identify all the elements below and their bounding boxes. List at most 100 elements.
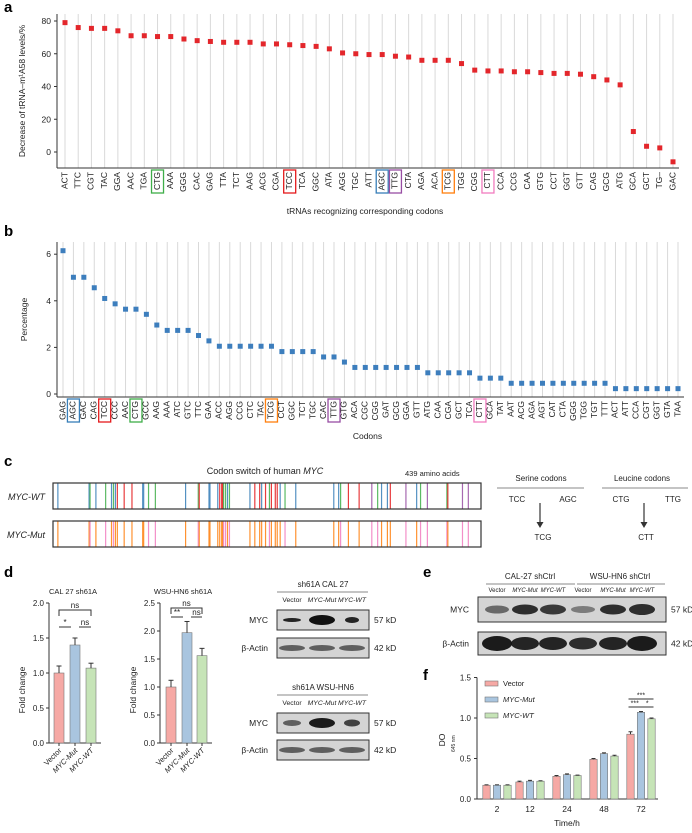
- x-tick-label: TGT: [589, 401, 599, 418]
- protein-band: [540, 604, 566, 615]
- y-tick-label: 1.0: [144, 683, 156, 692]
- protein-band: [600, 604, 626, 615]
- bar-MYC-WT-72: [647, 718, 656, 800]
- x-tick-label: TTC: [193, 401, 203, 418]
- highlight-box-AGC: [375, 169, 389, 194]
- x-tick-label: CGT: [86, 172, 96, 190]
- x-axis-label: Time/h: [554, 818, 580, 828]
- data-point-GCT: [456, 370, 462, 376]
- codon-AGC: AGC: [559, 495, 577, 504]
- data-point-ACT: [612, 386, 618, 392]
- y-tick-label: 1.5: [144, 655, 156, 664]
- data-point-TAC: [102, 25, 108, 31]
- protein-band: [539, 637, 567, 650]
- x-tick-label: GAG: [57, 401, 67, 420]
- legend-swatch: [484, 680, 499, 687]
- x-tick-label: GGT: [562, 172, 572, 190]
- x-tick-label: CAA: [522, 172, 532, 190]
- x-tick-label: GAC: [667, 172, 677, 190]
- x-tick-label: TGA: [139, 172, 149, 190]
- panel-label: b: [4, 223, 13, 240]
- highlight-box-AGC: [66, 398, 81, 423]
- bar-Vector-12: [515, 781, 524, 800]
- x-tick-label: GCG: [391, 401, 401, 420]
- x-tick-label: CAG: [89, 401, 99, 419]
- x-tick-label: TG–: [654, 172, 664, 189]
- x-tick-label: ATT: [363, 172, 373, 187]
- data-point-TCG: [268, 343, 274, 349]
- blot-row-label: MYC: [249, 718, 268, 728]
- highlight-box-TCC: [283, 169, 297, 194]
- x-tick-label: TAC: [99, 172, 109, 188]
- x-tick-label: TAA: [672, 401, 682, 417]
- x-tick-label: AAC: [125, 172, 135, 189]
- x-tick-label: GGG: [568, 401, 578, 421]
- panel-a-trna-m1a58-decrease: a 0 20 40 60 80 ACT TTC CGT TAC GGA AAC TGA CTG AAA GGG…: [4, 0, 679, 216]
- data-point-ACA: [352, 364, 358, 370]
- data-point-GAC: [81, 274, 87, 280]
- significance-bracket: [170, 607, 203, 614]
- highlight-box-TTG: [388, 169, 403, 194]
- x-tick-label: CAG: [588, 172, 598, 190]
- y-tick-label: 1.0: [460, 714, 472, 723]
- x-tick-label: CCC: [109, 401, 119, 419]
- protein-band: [309, 718, 335, 728]
- highlight-box-TTG: [327, 398, 341, 423]
- lane-label: MYC-WT: [630, 588, 656, 594]
- lane-label: MYC-Mut: [512, 588, 538, 594]
- data-point-TGA: [141, 33, 147, 39]
- codon-TTG: TTG: [665, 495, 681, 504]
- protein-band: [599, 637, 627, 650]
- protein-band: [629, 604, 655, 615]
- data-point-TGC: [310, 349, 316, 355]
- blot-group-title: CAL-27 shCtrl: [505, 572, 555, 581]
- data-point-AAG: [247, 39, 253, 45]
- bar-Vector-2: [482, 784, 491, 800]
- x-tick-label: GGA: [401, 401, 411, 420]
- data-point-CCG: [511, 69, 517, 75]
- leucine-codons-title: Leucine codons: [614, 474, 670, 483]
- row-label: MYC-WT: [8, 492, 46, 502]
- x-tick-label: GTT: [412, 401, 422, 418]
- blot-row-label: β-Actin: [241, 745, 268, 755]
- protein-band: [569, 637, 597, 650]
- protein-band: [279, 747, 305, 753]
- sequence-bar-mut: [52, 520, 482, 548]
- x-tick-label: CTT: [474, 401, 484, 418]
- data-point-GGG: [181, 36, 187, 42]
- molecular-weight-label: 42 kD: [374, 745, 396, 755]
- panel-label: f: [423, 667, 429, 684]
- data-point-TTG: [392, 53, 398, 59]
- data-point-AAA: [168, 34, 174, 40]
- bar-MYC-Mut-24: [562, 774, 571, 800]
- legend-label: MYC-WT: [503, 711, 535, 720]
- data-point-CTT: [485, 68, 491, 74]
- y-tick-label: 0.5: [33, 704, 45, 713]
- x-tick-label: TCA: [297, 172, 307, 189]
- data-point-GGC: [313, 43, 319, 49]
- codon-CTG: CTG: [613, 495, 630, 504]
- x-tick-label: GAG: [205, 172, 215, 191]
- data-point-GTT: [414, 364, 420, 370]
- x-tick-label: CAC: [318, 401, 328, 419]
- data-point-CTT: [477, 375, 483, 381]
- x-tick-label: AAG: [151, 401, 161, 419]
- x-tick-label: GCA: [628, 172, 638, 191]
- x-tick-label: CCG: [509, 172, 519, 191]
- y-tick-label: 0.0: [33, 739, 45, 748]
- panel-label: d: [4, 564, 13, 581]
- x-tick-label: ACA: [429, 172, 439, 190]
- y-tick-label: 4: [46, 296, 51, 306]
- data-point-AGG: [340, 50, 346, 56]
- data-point-AGC: [379, 52, 385, 58]
- data-point-ACC: [216, 343, 222, 349]
- panel-label: c: [4, 453, 12, 470]
- highlight-box-TCG: [441, 169, 455, 194]
- x-tick-label: ATG: [614, 172, 624, 189]
- y-tick-label: 0: [46, 389, 51, 399]
- blot-row-label: β-Actin: [442, 639, 469, 649]
- data-point-GGC: [289, 349, 295, 355]
- x-tick-label: 12: [525, 804, 535, 814]
- x-tick-label: ACC: [214, 401, 224, 419]
